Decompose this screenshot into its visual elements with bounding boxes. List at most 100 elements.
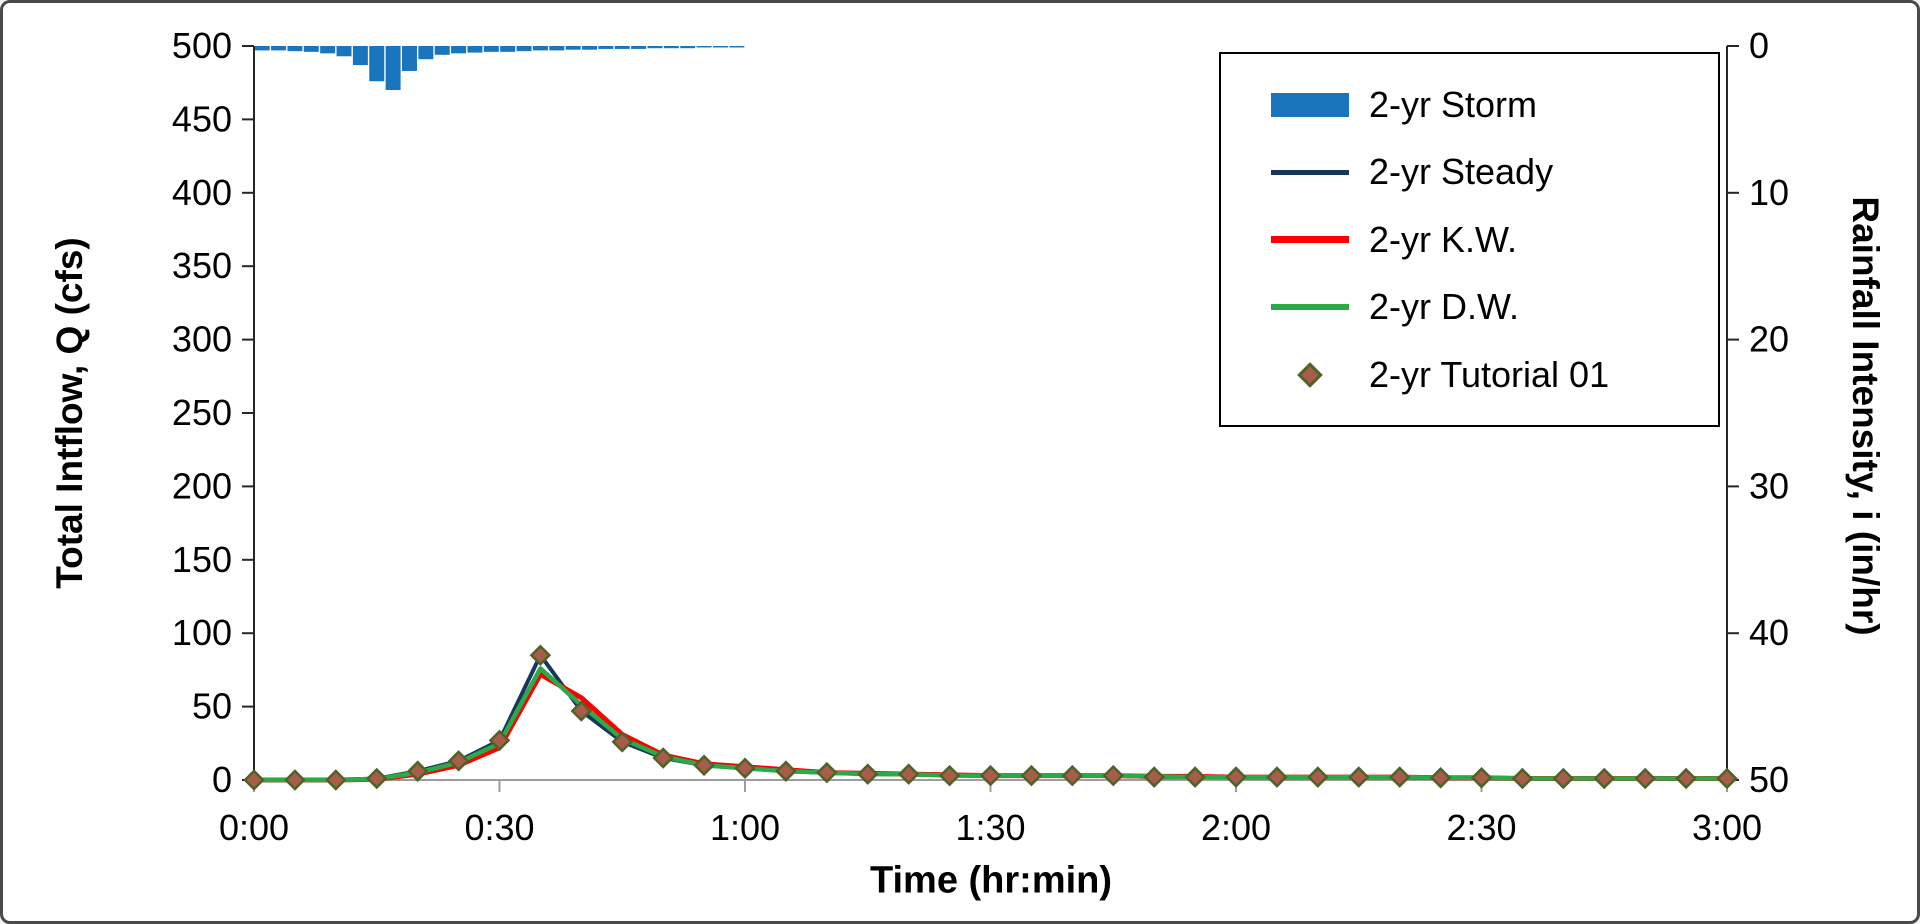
legend-entry-dw: 2-yr D.W. xyxy=(1221,286,1718,328)
legend-entry-steady: 2-yr Steady xyxy=(1221,151,1718,193)
tutorial-diamond-marker xyxy=(1511,767,1534,790)
hydrograph-plot: 0 50 100 150 200 250 300 350 400 450 500 0 10 20 30 40 5… xyxy=(172,25,1789,848)
tutorial-diamond-marker xyxy=(243,769,265,791)
y-left-tick-label: 400 xyxy=(172,172,232,213)
rainfall-bar xyxy=(434,46,450,55)
y-right-tick-label: 50 xyxy=(1749,759,1789,800)
x-tick-label: 3:00 xyxy=(1692,807,1762,848)
rainfall-bar xyxy=(418,46,434,60)
rainfall-bar xyxy=(352,46,368,66)
tutorial-diamond-marker xyxy=(1470,767,1493,789)
swatch-cell xyxy=(1269,169,1351,175)
y-right-tick-label: 40 xyxy=(1749,612,1789,653)
tutorial-diamond-marker xyxy=(1552,767,1575,790)
x-tick-label: 0:30 xyxy=(464,807,534,848)
tutorial-diamond-marker xyxy=(284,769,306,791)
x-tick-label: 0:00 xyxy=(219,807,289,848)
tutorial-diamond-marker xyxy=(529,644,552,666)
2-yr-d-w-line xyxy=(251,666,1730,783)
y-left-tick-label: 0 xyxy=(212,759,232,800)
steady-line-swatch-icon xyxy=(1271,169,1349,175)
rainfall-bar xyxy=(598,46,614,49)
y-left-tick-label: 150 xyxy=(172,539,232,580)
rainfall-bar xyxy=(549,46,565,51)
rainfall-bar xyxy=(483,46,499,52)
rainfall-bar xyxy=(254,46,270,51)
2-yr-k-w-line xyxy=(251,671,1730,783)
kw-line-swatch-icon xyxy=(1271,236,1349,243)
y-right-tick-label: 30 xyxy=(1749,465,1789,506)
tutorial-diamond-marker xyxy=(734,757,756,780)
rainfall-bar xyxy=(631,46,647,49)
rainfall-bar xyxy=(303,46,319,52)
tutorial-diamond-marker xyxy=(1061,764,1084,787)
rainfall-bar xyxy=(532,46,548,51)
y-left-tick-label: 50 xyxy=(192,686,232,727)
rainfall-bar xyxy=(647,46,663,49)
y-left-tick-label: 350 xyxy=(172,245,232,286)
rainfall-bar xyxy=(516,46,532,52)
rainfall-bar xyxy=(582,46,597,50)
tutorial-diamond-marker xyxy=(652,747,674,769)
rainfall-bar xyxy=(385,46,401,91)
rainfall-bar xyxy=(680,46,696,49)
rainfall-bar xyxy=(451,46,467,54)
tutorial-diamond-marker xyxy=(570,700,593,722)
tutorial-diamond-marker xyxy=(1347,766,1370,788)
tutorial-diamond-marker xyxy=(406,760,429,782)
tutorial-diamond-marker xyxy=(1307,766,1329,788)
y-right-tick-label: 10 xyxy=(1749,172,1789,213)
rainfall-bar xyxy=(696,46,712,48)
storm-bar-swatch-icon xyxy=(1271,92,1349,117)
y-left-tick-label: 200 xyxy=(172,465,232,506)
swatch-cell xyxy=(1269,92,1351,117)
rainfall-bar xyxy=(320,46,336,54)
tutorial-diamond-marker xyxy=(365,767,388,790)
rainfall-bar xyxy=(402,46,417,71)
rainfall-bar xyxy=(729,46,745,48)
dw-line-swatch-icon xyxy=(1271,304,1349,310)
tutorial-diamond-marker xyxy=(856,763,879,785)
y-left-tick-label: 250 xyxy=(172,392,232,433)
tutorial-diamond-marker xyxy=(1429,767,1452,789)
x-tick-label: 1:30 xyxy=(955,807,1025,848)
tutorial-diamond-marker xyxy=(1634,767,1656,790)
tutorial-diamond-marker xyxy=(897,763,920,785)
y-axis-title-left: Total Intflow, Q (cfs) xyxy=(49,237,90,589)
tutorial-diamond-marker xyxy=(1593,767,1616,790)
swatch-cell xyxy=(1269,304,1351,310)
tutorial-diamond-marker xyxy=(1388,766,1411,788)
tutorial-diamond-marker xyxy=(775,760,797,782)
y-right-tick-label: 20 xyxy=(1749,319,1789,360)
tutorial-diamond-marker xyxy=(325,769,347,791)
rainfall-bar xyxy=(663,46,679,49)
tutorial-diamond-marker xyxy=(1266,766,1288,788)
tutorial-diamond-marker xyxy=(1675,767,1697,790)
legend-entry-storm: 2-yr Storm xyxy=(1221,84,1718,126)
y-left-tick-label: 450 xyxy=(172,98,232,139)
tutorial-diamond-marker xyxy=(447,750,470,772)
tutorial-diamond-marker xyxy=(979,764,1002,787)
legend-label-kw: 2-yr K.W. xyxy=(1369,218,1518,260)
y-left-tick-label: 300 xyxy=(172,319,232,360)
legend-entry-tutorial: 2-yr Tutorial 01 xyxy=(1221,354,1718,396)
x-axis-title: Time (hr:min) xyxy=(869,859,1113,902)
legend: 2-yr Storm 2-yr Steady 2-yr K.W. 2-yr D.… xyxy=(1219,52,1720,427)
rainfall-bar xyxy=(369,46,385,82)
rainfall-bar xyxy=(467,46,483,53)
x-tick-label: 1:00 xyxy=(710,807,780,848)
y-left-tick-label: 500 xyxy=(172,25,232,66)
x-tick-label: 2:30 xyxy=(1446,807,1516,848)
rainfall-bar xyxy=(712,46,728,48)
tutorial-diamond-marker xyxy=(611,731,634,753)
tutorial-diamond-swatch-icon xyxy=(1297,361,1323,388)
y-axis-title-right: Rainfall Intensity, i (in/hr) xyxy=(1845,196,1886,636)
tutorial-diamond-marker xyxy=(1143,766,1165,788)
rainfall-bar xyxy=(614,46,630,49)
rainfall-bar xyxy=(336,46,352,57)
2-yr-steady-line xyxy=(252,653,1729,782)
swatch-cell xyxy=(1269,361,1351,388)
tutorial-diamond-marker xyxy=(816,761,838,784)
y-left-tick-label: 100 xyxy=(172,612,232,653)
